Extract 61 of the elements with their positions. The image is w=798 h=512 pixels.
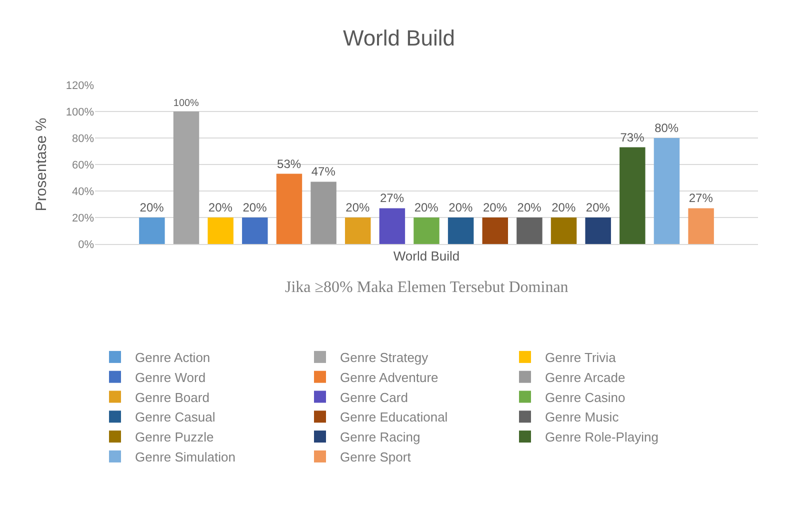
y-tick-label: 100% xyxy=(66,106,94,118)
data-label: 27% xyxy=(380,191,404,206)
legend-label: Genre Role-Playing xyxy=(545,430,658,445)
data-label: 27% xyxy=(688,191,714,206)
y-tick-label: 80% xyxy=(72,132,94,145)
bar xyxy=(344,218,371,244)
bar xyxy=(516,218,542,244)
bar xyxy=(414,218,440,244)
data-label: 20% xyxy=(448,200,473,214)
legend-label: Genre Casual xyxy=(135,410,216,425)
data-label: 20% xyxy=(346,200,370,214)
bar xyxy=(620,147,646,244)
bar xyxy=(379,208,406,244)
legend-label: Genre Casino xyxy=(545,390,626,405)
legend-label: Genre Word xyxy=(135,370,206,385)
data-label: 47% xyxy=(311,164,336,179)
data-label: 20% xyxy=(140,200,164,214)
y-tick-label: 120% xyxy=(66,80,94,92)
legend-label: Genre Strategy xyxy=(340,350,429,366)
bar xyxy=(242,218,268,244)
legend-label: Genre Action xyxy=(135,350,210,366)
bar xyxy=(448,218,474,244)
bar xyxy=(173,112,200,244)
legend-label: Genre Trivia xyxy=(545,350,617,366)
legend-label: Genre Arcade xyxy=(545,370,626,385)
legend-label: Genre Card xyxy=(340,390,408,405)
legend-label: Genre Music xyxy=(545,410,620,425)
data-label: 80% xyxy=(654,121,679,135)
legend-label: Genre Sport xyxy=(340,450,412,465)
y-tick-label: 20% xyxy=(72,212,94,224)
data-label: 53% xyxy=(277,156,302,171)
bar xyxy=(276,174,302,244)
legend-label: Genre Simulation xyxy=(135,450,236,465)
chart-title: World Build xyxy=(342,25,456,50)
bar xyxy=(208,218,234,244)
data-label: 20% xyxy=(517,200,542,214)
data-label: 20% xyxy=(482,200,508,214)
bar xyxy=(585,218,611,244)
bar xyxy=(139,218,165,244)
data-label: 100% xyxy=(173,98,199,110)
data-label: 20% xyxy=(586,200,610,214)
legend-label: Genre Educational xyxy=(340,410,448,425)
bar xyxy=(550,218,577,244)
legend-label: Genre Racing xyxy=(340,430,420,445)
legend-label: Genre Adventure xyxy=(340,370,438,385)
bar xyxy=(310,182,336,244)
y-tick-label: 60% xyxy=(72,159,94,172)
bar xyxy=(482,218,508,244)
text: Jika ≥80% Maka Elemen Tersebut Dominan xyxy=(285,279,568,296)
data-label: 20% xyxy=(414,200,439,214)
legend-label: Genre Puzzle xyxy=(135,430,214,445)
y-tick-label: 0% xyxy=(78,238,94,251)
data-label: 20% xyxy=(242,200,268,214)
bar xyxy=(688,208,714,244)
data-label: 20% xyxy=(552,200,576,214)
y-axis-title: Prosentase % xyxy=(33,118,50,212)
data-label: 20% xyxy=(208,200,233,214)
data-label: 73% xyxy=(620,130,645,144)
y-tick-label: 40% xyxy=(72,186,94,198)
legend-label: Genre Board xyxy=(135,390,210,405)
bar xyxy=(654,138,680,244)
